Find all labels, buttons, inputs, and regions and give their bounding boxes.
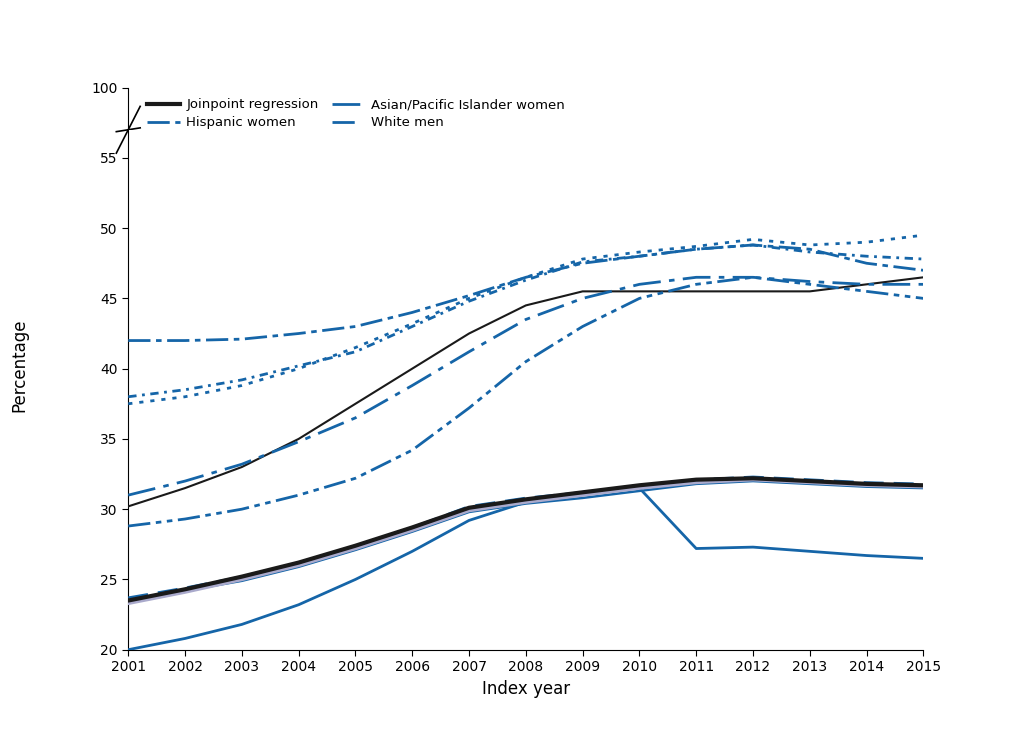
X-axis label: Index year: Index year [482,680,569,698]
Text: Percentage: Percentage [10,318,29,412]
Legend: Joinpoint regression, Hispanic women, Overall prevalence, Hispanic men, White wo: Joinpoint regression, Hispanic women, Ov… [143,94,569,188]
